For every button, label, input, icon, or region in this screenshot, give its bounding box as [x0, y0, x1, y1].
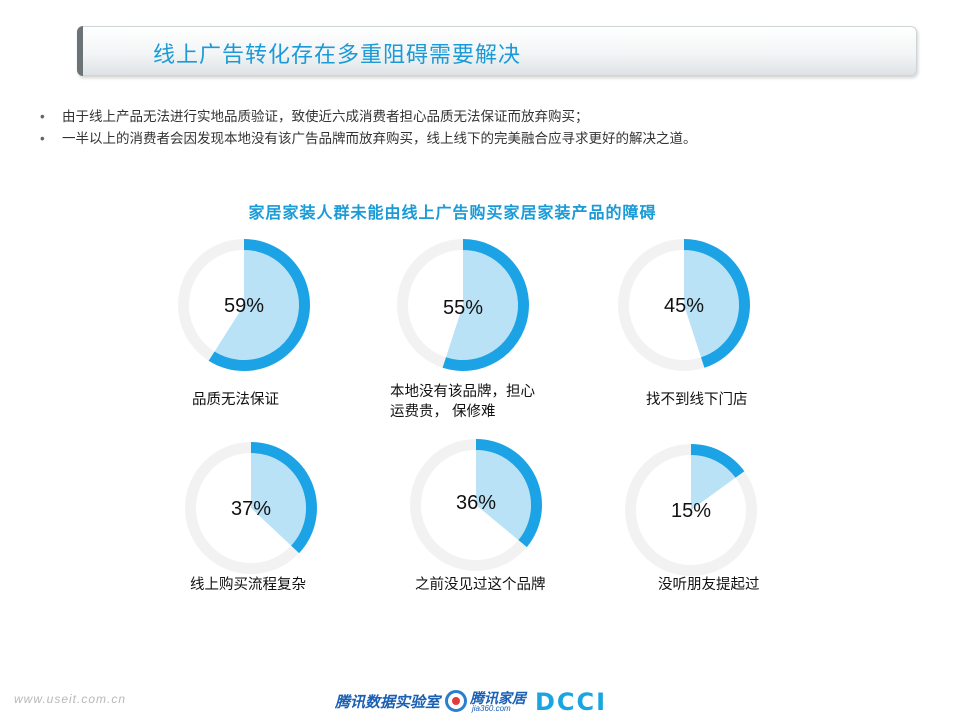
category-label: 线上购买流程复杂 — [190, 575, 306, 595]
category-label: 品质无法保证 — [192, 390, 279, 410]
dcci-logo: DCCI — [535, 688, 608, 716]
category-label-line: 线上购买流程复杂 — [190, 577, 306, 593]
category-label: 没听朋友提起过 — [658, 575, 760, 595]
pie-arc — [476, 439, 542, 548]
bullet-item: • 由于线上产品无法进行实地品质验证，致使近六成消费者担心品质无法保证而放弃购买； — [40, 106, 697, 128]
value-label: 37% — [231, 498, 271, 520]
bullet-item: • 一半以上的消费者会因发现本地没有该广告品牌而放弃购买，线上线下的完美融合应寻求… — [40, 128, 697, 150]
donut-chart-4: 37% — [185, 442, 317, 574]
bullet-dot-icon: • — [40, 109, 45, 124]
pie-slice — [476, 450, 532, 541]
value-label: 45% — [664, 295, 704, 317]
jiaju-logo-domain: jia360.com — [472, 704, 511, 713]
donut-chart-1: 59% — [178, 239, 310, 372]
page-title: 线上广告转化存在多重阻碍需要解决 — [153, 42, 522, 67]
category-label-line: 之前没见过这个品牌 — [415, 577, 546, 593]
tencent-data-lab-logo: 腾讯数据实验室 — [335, 694, 441, 711]
value-label: 36% — [456, 492, 496, 514]
pie-slice — [691, 455, 736, 510]
title-bar: 线上广告转化存在多重阻碍需要解决 — [77, 26, 917, 76]
tencent-jiaju-logo: 腾讯家居 jia360.com — [445, 688, 545, 716]
pie-arc — [691, 444, 745, 478]
title-accent-bar — [77, 26, 83, 76]
bullet-text: 一半以上的消费者会因发现本地没有该广告品牌而放弃购买，线上线下的完美融合应寻求更… — [62, 131, 697, 146]
pie-slice — [214, 250, 299, 360]
chart-title: 家居家装人群未能由线上广告购买家居家装产品的障碍 — [248, 205, 657, 222]
pie-arc — [251, 442, 317, 554]
value-label: 15% — [671, 500, 711, 522]
pie-slice — [446, 250, 518, 361]
bullet-list: • 由于线上产品无法进行实地品质验证，致使近六成消费者担心品质无法保证而放弃购买；… — [40, 106, 697, 150]
category-label-line: 没听朋友提起过 — [658, 577, 760, 593]
category-label: 找不到线下门店 — [646, 390, 748, 410]
pie-arc — [208, 239, 310, 372]
pie-slice — [251, 453, 306, 546]
value-label: 59% — [224, 295, 264, 317]
jiaju-logo-icon — [445, 690, 467, 712]
footer-url: www.useit.com.cn — [14, 692, 127, 706]
jiaju-logo-name: 腾讯家居 — [470, 690, 526, 706]
category-label: 本地没有该品牌，担心 运费贵， 保修难 — [390, 382, 535, 422]
donut-chart-2: 55% — [397, 239, 529, 371]
bullet-text: 由于线上产品无法进行实地品质验证，致使近六成消费者担心品质无法保证而放弃购买； — [62, 109, 589, 124]
pie-arc — [442, 239, 529, 371]
category-label-line: 本地没有该品牌，担心 — [390, 384, 535, 400]
donut-chart-3: 45% — [618, 238, 751, 371]
category-label: 之前没见过这个品牌 — [415, 575, 546, 595]
category-label-line: 找不到线下门店 — [646, 392, 748, 408]
category-label-line: 运费贵， 保修难 — [390, 404, 496, 420]
pie-arc — [684, 238, 751, 368]
pie-slice — [684, 250, 740, 358]
value-label: 55% — [443, 297, 483, 319]
donut-chart-5: 36% — [410, 439, 542, 571]
bullet-dot-icon: • — [40, 131, 45, 146]
category-label-line: 品质无法保证 — [192, 392, 279, 408]
donut-chart-6: 15% — [625, 444, 757, 576]
